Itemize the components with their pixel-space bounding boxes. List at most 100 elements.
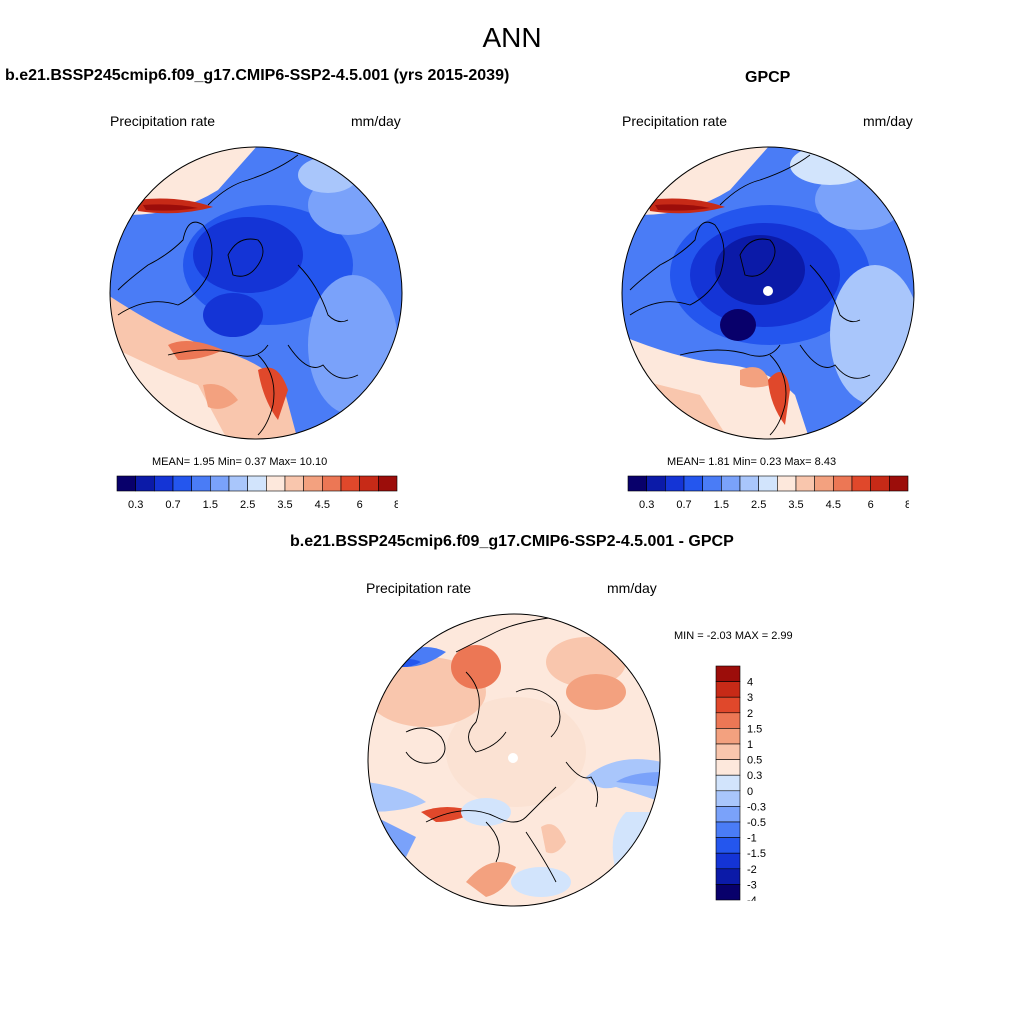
colorbar-tick-label: 1.5 [747, 723, 762, 735]
colorbar-swatch [715, 774, 741, 792]
colorbar-swatch [715, 759, 741, 776]
colorbar-swatch [715, 681, 741, 698]
colorbar-tick-label: 6 [357, 499, 363, 511]
colorbar-swatch [172, 475, 192, 492]
colorbar-swatch [758, 475, 778, 492]
colorbar-swatch [322, 475, 342, 492]
colorbar-swatch [715, 728, 741, 745]
model-coastlines [117, 154, 359, 436]
colorbar-swatch [683, 475, 703, 492]
diff-polar-map [367, 613, 661, 907]
colorbar-swatch [739, 475, 759, 492]
obs-stats: MEAN= 1.81 Min= 0.23 Max= 8.43 [667, 456, 837, 468]
model-units-label: mm/day [351, 113, 401, 129]
colorbar-tick-label: -4 [747, 895, 757, 901]
colorbar-swatch [889, 475, 909, 492]
colorbar-swatch [154, 475, 174, 492]
colorbar-tick-label: 3.5 [277, 499, 292, 511]
diff-pole-missing-dot [508, 753, 518, 763]
colorbar-swatch [715, 852, 741, 870]
diff-colorbar: 4 3 2 1.5 1 0.5 0.3 0 -0.3 -0.5 -1 -1.5 -2 -3 -4 [715, 665, 766, 901]
colorbar-swatch [284, 475, 304, 492]
obs-panel-title: GPCP [745, 69, 791, 86]
colorbar-tick-label: 8 [905, 499, 909, 511]
colorbar-swatch [247, 475, 267, 492]
colorbar-swatch [715, 712, 741, 729]
model-colorbar: 0.3 0.7 1.5 2.5 3.5 4.5 6 8 [116, 475, 398, 511]
model-variable-label: Precipitation rate [110, 113, 216, 129]
obs-units-label: mm/day [863, 113, 913, 129]
colorbar-swatch [795, 475, 815, 492]
colorbar-tick-label: -1.5 [747, 848, 766, 860]
diff-units-label: mm/day [607, 580, 657, 596]
colorbar-tick-label: 0 [747, 786, 753, 798]
obs-colorbar: 0.3 0.7 1.5 2.5 3.5 4.5 6 8 [627, 475, 909, 511]
colorbar-swatch [851, 475, 871, 492]
colorbar-swatch [210, 475, 230, 492]
colorbar-tick-label: 0.3 [639, 499, 654, 511]
colorbar-swatch [777, 475, 797, 492]
colorbar-swatch [715, 884, 741, 901]
colorbar-swatch [135, 475, 155, 492]
colorbar-tick-label: -2 [747, 864, 757, 876]
colorbar-tick-label: -1 [747, 833, 757, 845]
colorbar-swatch [191, 475, 211, 492]
colorbar-swatch [627, 475, 647, 492]
colorbar-swatch [646, 475, 666, 492]
obs-coastlines [629, 154, 871, 436]
colorbar-swatch [715, 696, 741, 714]
colorbar-tick-label: -3 [747, 879, 757, 891]
colorbar-swatch [340, 475, 360, 492]
colorbar-swatch [359, 475, 379, 492]
colorbar-swatch [228, 475, 248, 492]
colorbar-tick-label: 3 [747, 692, 753, 704]
colorbar-tick-label: 0.7 [676, 499, 691, 511]
model-stats: MEAN= 1.95 Min= 0.37 Max= 10.10 [152, 456, 328, 468]
colorbar-tick-label: 8 [394, 499, 398, 511]
colorbar-tick-label: 4.5 [315, 499, 330, 511]
colorbar-swatch [870, 475, 890, 492]
diff-coastlines [405, 616, 599, 883]
colorbar-swatch [303, 475, 323, 492]
diff-panel-title: b.e21.BSSP245cmip6.f09_g17.CMIP6-SSP2-4.… [290, 533, 734, 550]
colorbar-swatch [814, 475, 834, 492]
colorbar-swatch [833, 475, 853, 492]
colorbar-swatch [702, 475, 722, 492]
colorbar-swatch [715, 821, 741, 838]
colorbar-tick-label: 0.7 [165, 499, 180, 511]
colorbar-tick-label: 3.5 [788, 499, 803, 511]
obs-pole-missing-dot [763, 286, 773, 296]
colorbar-swatch [715, 790, 741, 807]
colorbar-tick-label: 2.5 [240, 499, 255, 511]
colorbar-tick-label: 0.3 [747, 770, 762, 782]
colorbar-swatch [665, 475, 685, 492]
colorbar-swatch [715, 806, 741, 823]
colorbar-swatch [266, 475, 286, 492]
obs-polar-map [621, 146, 915, 440]
colorbar-tick-label: -0.5 [747, 817, 766, 829]
diff-stats: MIN = -2.03 MAX = 2.99 [674, 630, 793, 642]
colorbar-tick-label: 1 [747, 739, 753, 751]
colorbar-tick-label: -0.3 [747, 801, 766, 813]
colorbar-swatch [715, 743, 741, 760]
model-polar-map [109, 146, 403, 440]
colorbar-swatch [378, 475, 398, 492]
colorbar-tick-label: 0.5 [747, 755, 762, 767]
obs-variable-label: Precipitation rate [622, 113, 728, 129]
figure-title: ANN [482, 22, 542, 53]
colorbar-tick-label: 4 [747, 677, 753, 689]
colorbar-tick-label: 6 [868, 499, 874, 511]
colorbar-tick-label: 1.5 [714, 499, 729, 511]
colorbar-swatch [721, 475, 741, 492]
colorbar-tick-label: 2 [747, 708, 753, 720]
colorbar-swatch [116, 475, 136, 492]
colorbar-tick-label: 0.3 [128, 499, 143, 511]
obs-precip-field [622, 147, 914, 439]
colorbar-swatch [715, 868, 741, 885]
colorbar-tick-label: 1.5 [203, 499, 218, 511]
colorbar-swatch [715, 837, 741, 854]
colorbar-swatch [715, 665, 741, 682]
colorbar-tick-label: 2.5 [751, 499, 766, 511]
colorbar-tick-label: 4.5 [826, 499, 841, 511]
model-panel-title: b.e21.BSSP245cmip6.f09_g17.CMIP6-SSP2-4.… [5, 67, 510, 84]
